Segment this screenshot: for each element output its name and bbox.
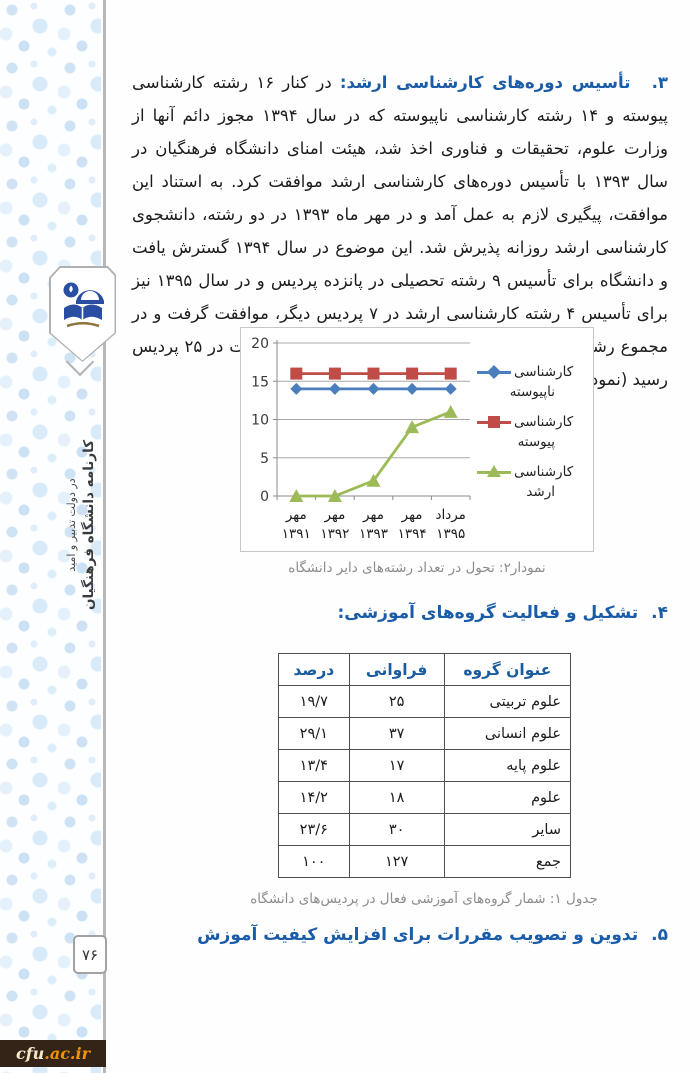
book-title: کارنامه دانشگاه فرهنگیان [81,439,97,611]
legend-label: کارشناسی [514,364,574,380]
svg-text:مرداد: مرداد [435,507,465,523]
section-4-number: ۴. [651,603,668,623]
section-3-title: تأسیس دوره‌های کارشناسی ارشد: [339,73,631,92]
legend-square-marker [477,415,511,428]
section-3-number: ۳. [651,73,668,92]
section-5-title: تدوین و تصویب مقررات برای افزایش کیفیت آ… [197,925,639,945]
svg-text:20: 20 [251,336,269,352]
watermark: cfu .ac.ir [0,1040,106,1067]
cell-frequency: ۱۸ [348,781,445,814]
svg-text:مهر: مهر [362,507,384,523]
svg-text:۱۳۹۱: ۱۳۹۱ [282,526,311,542]
legend-label: کارشناسی [514,464,574,480]
vertical-book-title: در دولت تدبیر و امید کارنامه دانشگاه فره… [58,340,104,710]
groups-table: عنوان گروه فراوانی درصد علوم تربیتی ۲۵ ۱۹/۷ ع… [278,653,572,878]
svg-text:5: 5 [260,451,269,467]
table-row: علوم پایه ۱۷ ۱۳/۴ [278,749,572,782]
page-number-badge: ۷۶ [73,935,107,974]
table-row: سایر ۳۰ ۲۳/۶ [278,813,572,846]
cell-group-name: علوم تربیتی [443,685,572,718]
svg-text:مهر: مهر [401,507,423,523]
cell-frequency: ۱۲۷ [348,845,445,878]
cell-group-name: جمع [443,845,572,878]
cell-percent: ۲۹/۱ [278,717,350,750]
table-row: علوم ۱۸ ۱۴/۲ [278,781,572,814]
series-square [290,367,457,380]
chart-gridlines [273,340,471,500]
column-header: درصد [278,653,350,686]
cell-frequency: ۳۷ [348,717,445,750]
table-row: علوم انسانی ۳۷ ۲۹/۱ [278,717,572,750]
chart-legend: کارشناسی ناپیوسته کارشناسی پیوسته کارشناسی ار… [477,364,585,500]
svg-text:۱۳۹۵: ۱۳۹۵ [436,526,465,542]
cell-frequency: ۳۰ [348,813,445,846]
cell-frequency: ۲۵ [348,685,445,718]
cell-percent: ۱۴/۲ [278,781,350,814]
svg-text:10: 10 [251,413,269,429]
section-5-heading: ۵. تدوین و تصویب مقررات برای افزایش کیفی… [132,925,668,945]
series-triangle [289,404,458,502]
watermark-suffix: .ac.ir [44,1044,91,1063]
table-row: جمع ۱۲۷ ۱۰۰ [278,845,572,878]
svg-text:۱۳۹۲: ۱۳۹۲ [320,526,349,542]
cell-frequency: ۱۷ [348,749,445,782]
svg-text:۱۳۹۳: ۱۳۹۳ [359,526,388,542]
svg-text:۱۳۹۴: ۱۳۹۴ [398,526,427,542]
cell-group-name: علوم [443,781,572,814]
book-subtitle: در دولت تدبیر و امید [65,478,78,572]
legend-entry: کارشناسی ارشد [477,464,585,500]
cell-group-name: علوم انسانی [443,717,572,750]
cell-group-name: سایر [443,813,572,846]
sidebar-divider-line [103,0,106,1073]
chart-plot-area: 0 5 10 15 20 مهر ۱۳۹۱ مهر ۱۳۹۲ مهر ۱۳۹۳ مهر ۱۳۹۴ مردا… [251,336,471,542]
section-4-heading: ۴. تشکیل و فعالیت گروه‌های آموزشی: [132,603,668,623]
cell-percent: ۱۰۰ [278,845,350,878]
cell-group-name: علوم پایه [443,749,572,782]
legend-label-line2: ناپیوسته [509,384,555,400]
table-caption: جدول ۱: شمار گروه‌های آموزشی فعال در پرد… [250,891,598,907]
legend-label-line2: پیوسته [517,434,555,450]
column-header: فراوانی [348,653,445,686]
legend-label-line2: ارشد [526,484,555,500]
page-content: ۳. تأسیس دوره‌های کارشناسی ارشد: در کنار… [105,0,700,1073]
legend-entry: کارشناسی ناپیوسته [477,364,585,400]
legend-label: کارشناسی [514,414,574,430]
legend-triangle-marker [477,464,511,477]
legend-entry: کارشناسی پیوسته [477,414,585,450]
university-logo-icon [63,282,104,327]
cell-percent: ۱۳/۴ [278,749,350,782]
svg-text:0: 0 [260,489,269,505]
column-header: عنوان گروه [443,653,572,686]
degrees-line-chart: 0 5 10 15 20 مهر ۱۳۹۱ مهر ۱۳۹۲ مهر ۱۳۹۳ مهر ۱۳۹۴ مردا… [240,327,594,552]
section-5-number: ۵. [651,925,668,945]
chart-caption: نمودار۲: تحول در تعداد رشته‌های دایر دان… [288,560,546,576]
table-row: علوم تربیتی ۲۵ ۱۹/۷ [278,685,572,718]
legend-diamond-marker [477,364,511,379]
cell-percent: ۱۹/۷ [278,685,350,718]
cell-percent: ۲۳/۶ [278,813,350,846]
svg-text:مهر: مهر [323,507,345,523]
watermark-prefix: cfu [15,1044,45,1063]
section-4-title: تشکیل و فعالیت گروه‌های آموزشی: [337,603,639,623]
svg-text:مهر: مهر [285,507,307,523]
svg-text:15: 15 [251,374,269,390]
table-header-row: عنوان گروه فراوانی درصد [278,653,572,686]
sidebar-floral-pattern [0,0,101,1073]
series-diamond [290,382,457,395]
groups-table-wrap: عنوان گروه فراوانی درصد علوم تربیتی ۲۵ ۱۹/۷ ع… [278,653,572,878]
